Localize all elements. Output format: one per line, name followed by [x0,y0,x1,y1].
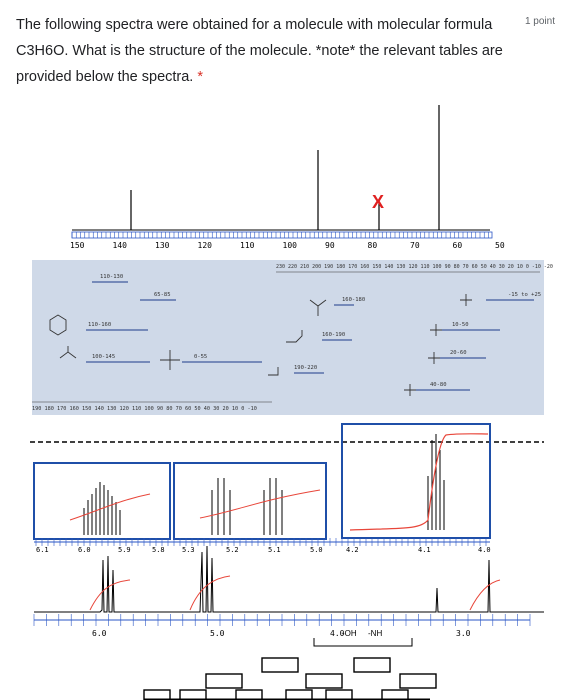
c13-tick-label: 80 [368,241,378,250]
c-table-range-label: 110-130 [100,274,123,280]
c-table-range-label: 160-180 [342,297,365,303]
c-table-range-label: 110-160 [88,322,111,328]
question-body: The following spectra were obtained for … [16,17,503,85]
splitting-tree [143,657,437,700]
c-table-range-label: 100-145 [92,354,115,360]
inset3-tick-label: 4.1 [418,546,431,554]
inset2-tick-label: 5.0 [310,546,323,554]
h1-tick-label: 6.0 [92,629,107,638]
inset1-tick-label: 6.1 [36,546,49,554]
c-table-tick-row: 190 180 170 160 150 140 130 120 110 100 … [32,406,257,412]
points-label: 1 point [524,16,555,27]
c13-tick-label: 100 [283,241,298,250]
oh-label: -OH [342,629,357,638]
inset1-tick-label: 5.9 [118,546,131,554]
c13-shift-tables: 230 220 210 200 190 180 170 160 150 140 … [32,260,553,415]
spectra-figure: X 150 140 130 120 110 100 90 80 70 60 50 230 220 2… [30,105,553,700]
inset2-tick-label: 5.3 [182,546,195,554]
c-table-range-label: 40-80 [430,382,447,388]
top-tick-row: 230 220 210 200 190 180 170 160 150 140 … [276,264,553,270]
c13-tick-label: 60 [453,241,463,250]
required-marker: * [197,69,203,85]
h1-tick-label: 3.0 [456,629,471,638]
c-table-range-label: 190-220 [294,365,317,371]
inset-box-1 [33,462,171,540]
inset2-tick-label: 5.1 [268,546,281,554]
c-table-range-label: 160-190 [322,332,345,338]
h1-insets: 6.1 6.0 5.9 5.8 5.3 5.2 5.1 5.0 4.2 4.1 4.0 [33,423,491,554]
inset-box-3 [341,423,491,539]
c13-tick-label: 50 [495,241,505,250]
c13-tick-label: 70 [410,241,420,250]
h1-tick-label: 5.0 [210,629,225,638]
h1-tick-label: 4.0 [330,629,345,638]
c13-tick-label: 90 [325,241,335,250]
c13-tick-label: 150 [70,241,85,250]
c13-tick-label: 120 [198,241,213,250]
c-table-range-label: 10-50 [452,322,469,328]
nh-label: -NH [368,629,382,638]
inset-box-2 [173,462,327,540]
c13-spectrum: X 150 140 130 120 110 100 90 80 70 60 50 [70,105,505,250]
c13-tick-label: 140 [113,241,128,250]
c13-tick-label: 130 [155,241,170,250]
c13-axis-labels: 150 140 130 120 110 100 90 80 70 60 50 [70,241,505,250]
inset2-tick-label: 5.2 [226,546,239,554]
question-text: The following spectra were obtained for … [16,12,544,90]
c13-tick-label: 110 [240,241,255,250]
h1-main-spectrum: 6.0 5.0 4.0 3.0 -OH -NH [33,545,544,700]
inset1-tick-label: 6.0 [78,546,91,554]
inset3-tick-label: 4.2 [346,546,359,554]
c-table-range-label: 0-55 [194,354,207,360]
c-table-range-label: 65-85 [154,292,171,298]
inset1-tick-label: 5.8 [152,546,165,554]
c-table-range-label: -15 to +25 [508,292,541,298]
c-table-range-label: 20-60 [450,350,467,356]
x-marker: X [372,192,384,212]
inset3-tick-label: 4.0 [478,546,491,554]
